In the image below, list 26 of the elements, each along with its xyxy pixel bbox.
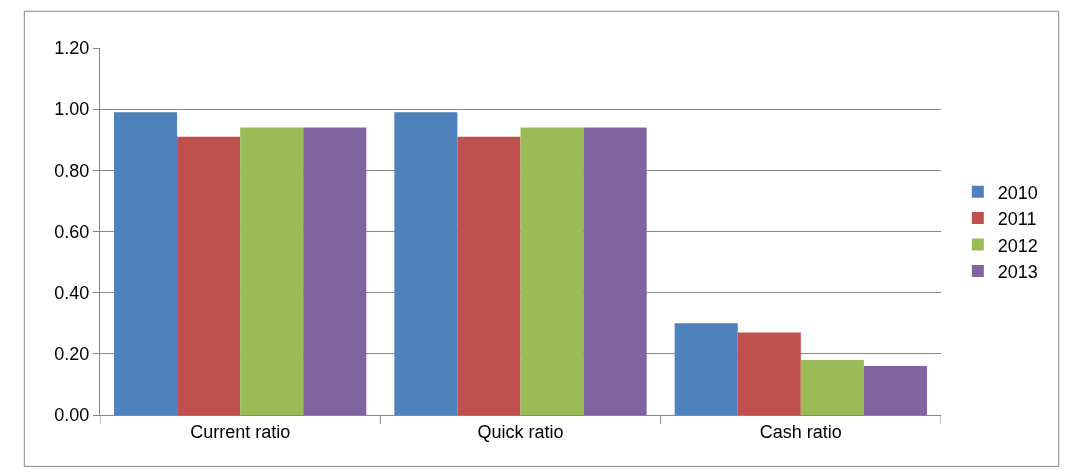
bar — [674, 323, 738, 415]
bar — [114, 112, 178, 415]
bar — [240, 127, 304, 415]
legend-label: 2011 — [997, 209, 1037, 230]
bar — [457, 136, 521, 415]
y-tick-label: 0.40 — [54, 282, 90, 303]
bar — [737, 332, 801, 415]
bar — [177, 136, 241, 415]
y-tick-label: 0.80 — [54, 160, 90, 181]
bar — [303, 127, 367, 415]
y-tick-label: 0.60 — [54, 221, 90, 242]
y-tick-label: 0.20 — [54, 344, 90, 365]
legend-label: 2013 — [997, 261, 1038, 282]
bar — [800, 359, 864, 415]
y-tick-label: 1.20 — [54, 38, 90, 59]
bar — [583, 127, 647, 415]
legend-label: 2010 — [997, 182, 1038, 203]
bar — [394, 112, 458, 415]
y-tick-label: 1.00 — [54, 99, 90, 120]
x-tick-label: Quick ratio — [477, 421, 564, 442]
bar — [863, 366, 927, 415]
bar — [520, 127, 584, 415]
y-tick-label: 0.00 — [54, 405, 90, 426]
x-tick-label: Cash ratio — [759, 421, 842, 442]
legend-label: 2012 — [997, 235, 1038, 256]
x-tick-label: Current ratio — [190, 421, 291, 442]
